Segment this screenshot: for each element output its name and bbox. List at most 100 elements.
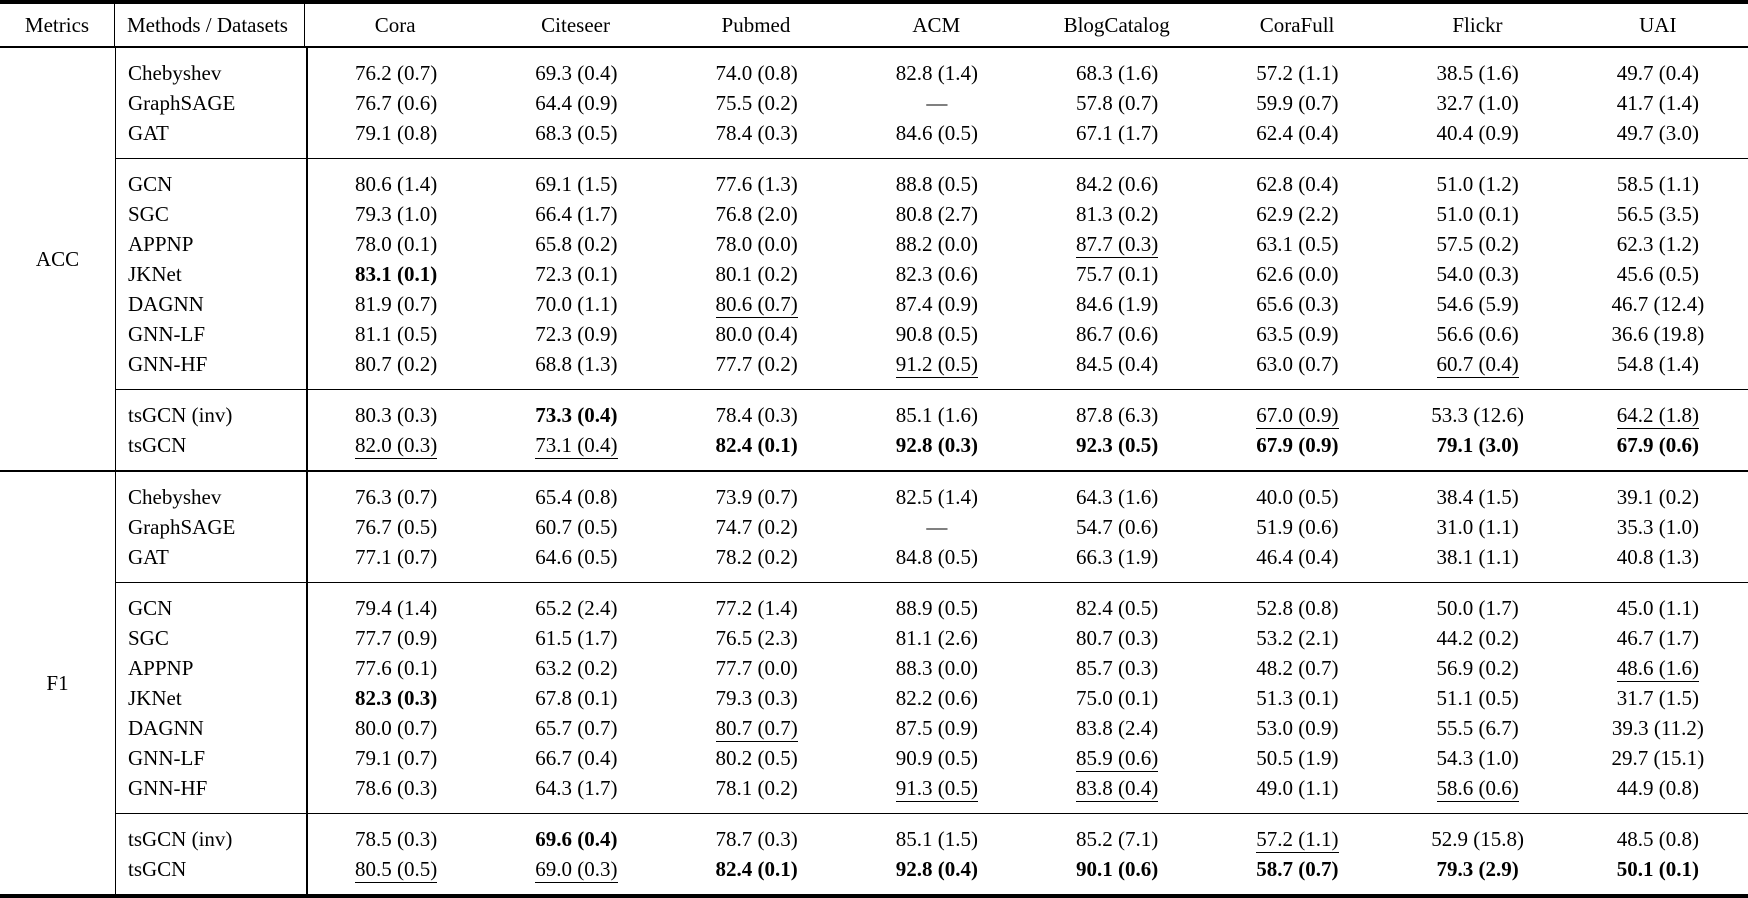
result-value: 74.7 (0.2) [715,515,798,539]
result-value: 91.3 (0.5) [895,776,978,802]
result-cell: 54.0 (0.3) [1388,259,1568,289]
result-cell: 75.7 (0.1) [1027,259,1207,289]
result-value: 67.9 (0.9) [1256,433,1339,457]
result-cell: 84.8 (0.5) [847,542,1027,572]
result-cell: 85.9 (0.6) [1027,743,1207,773]
result-cell: 82.4 (0.5) [1027,593,1207,623]
result-value: 67.9 (0.6) [1616,433,1699,457]
result-value: 44.2 (0.2) [1436,626,1519,650]
result-value: 79.1 (0.8) [355,121,438,145]
result-cell: 48.2 (0.7) [1207,653,1387,683]
method-name: GraphSAGE [128,515,236,539]
result-cell: 38.5 (1.6) [1388,58,1568,88]
method-name: tsGCN [128,433,187,457]
method-name: tsGCN [128,857,187,881]
method-name: GAT [128,545,169,569]
result-value: 65.7 (0.7) [535,716,618,740]
method-name: SGC [128,202,169,226]
result-value: 79.1 (3.0) [1436,433,1519,457]
result-value: 80.0 (0.4) [715,322,798,346]
result-cell: 90.8 (0.5) [847,319,1027,349]
result-cell: 51.0 (1.2) [1388,169,1568,199]
result-cell: 83.8 (2.4) [1027,713,1207,743]
result-value: 90.8 (0.5) [895,322,978,346]
result-value: 68.3 (0.5) [535,121,618,145]
result-cell: 51.0 (0.1) [1388,199,1568,229]
table-row: DAGNN 80.0 (0.7) 65.7 (0.7) 80.7 (0.7) 87.5 … [116,713,1748,743]
result-value: 51.1 (0.5) [1436,686,1519,710]
result-cell: 58.5 (1.1) [1568,169,1748,199]
result-value: 85.2 (7.1) [1076,827,1159,851]
result-value: 53.3 (12.6) [1431,403,1524,427]
table-row: GAT 77.1 (0.7) 64.6 (0.5) 78.2 (0.2) 84.8 (0… [116,542,1748,572]
result-cell: 86.7 (0.6) [1027,319,1207,349]
result-cell: 67.9 (0.6) [1568,430,1748,460]
result-cell: 50.0 (1.7) [1388,593,1568,623]
result-value: 50.1 (0.1) [1616,857,1699,881]
result-cell: 79.3 (2.9) [1388,854,1568,884]
result-cell: 40.4 (0.9) [1388,118,1568,148]
table-row: GNN-HF 78.6 (0.3) 64.3 (1.7) 78.1 (0.2) 91.3… [116,773,1748,803]
result-value: 72.3 (0.1) [535,262,618,286]
table-row: tsGCN (inv) 78.5 (0.3) 69.6 (0.4) 78.7 (0.3… [116,824,1748,854]
result-cell: 67.8 (0.1) [486,683,666,713]
method-group: GCN 79.4 (1.4) 65.2 (2.4) 77.2 (1.4) 88.9 (0… [116,582,1748,813]
result-value: 79.3 (2.9) [1436,857,1519,881]
result-cell: 77.2 (1.4) [667,593,847,623]
result-value: 79.3 (1.0) [355,202,438,226]
result-value: 56.6 (0.6) [1436,322,1519,346]
result-cell: 82.3 (0.6) [847,259,1027,289]
result-cell: 64.4 (0.9) [486,88,666,118]
method-name: GNN-LF [128,322,205,346]
result-value: 77.7 (0.0) [715,656,798,680]
result-cell: — [847,512,1027,542]
result-cell: 82.4 (0.1) [667,854,847,884]
result-cell: 53.2 (2.1) [1207,623,1387,653]
result-value: 65.2 (2.4) [535,596,618,620]
result-value: 73.1 (0.4) [535,433,618,459]
result-cell: 88.8 (0.5) [847,169,1027,199]
result-cell: 78.5 (0.3) [306,824,486,854]
result-value: 40.8 (1.3) [1616,545,1699,569]
result-value: 49.0 (1.1) [1256,776,1339,800]
result-value: 78.1 (0.2) [715,776,798,800]
result-value: 54.7 (0.6) [1076,515,1159,539]
result-value: 69.1 (1.5) [535,172,618,196]
result-value: 80.7 (0.7) [715,716,798,742]
result-value: 87.5 (0.9) [895,716,978,740]
result-cell: 67.1 (1.7) [1027,118,1207,148]
result-value: 54.0 (0.3) [1436,262,1519,286]
result-cell: 66.4 (1.7) [486,199,666,229]
result-cell: 63.2 (0.2) [486,653,666,683]
dataset-column-header: BlogCatalog [1063,12,1170,37]
method-name: GAT [128,121,169,145]
result-value: 67.1 (1.7) [1076,121,1159,145]
result-value: 69.3 (0.4) [535,61,618,85]
result-cell: 91.3 (0.5) [847,773,1027,803]
result-cell: 54.3 (1.0) [1388,743,1568,773]
result-value: 49.7 (3.0) [1616,121,1699,145]
result-value: 63.0 (0.7) [1256,352,1339,376]
result-cell: 64.3 (1.7) [486,773,666,803]
result-value: 36.6 (19.8) [1611,322,1705,346]
result-cell: 90.9 (0.5) [847,743,1027,773]
result-value: 92.8 (0.4) [895,857,978,881]
result-cell: 68.3 (0.5) [486,118,666,148]
result-cell: 69.6 (0.4) [486,824,666,854]
result-cell: 40.0 (0.5) [1207,482,1387,512]
result-value: 90.9 (0.5) [895,746,978,770]
result-cell: 67.9 (0.9) [1207,430,1387,460]
result-value: 80.2 (0.5) [715,746,798,770]
result-cell: 78.4 (0.3) [667,118,847,148]
result-cell: 80.7 (0.7) [667,713,847,743]
result-value: 79.1 (0.7) [355,746,438,770]
result-value: 80.7 (0.2) [355,352,438,376]
method-name: JKNet [128,686,182,710]
result-value: 48.5 (0.8) [1616,827,1699,851]
result-value: 80.7 (0.3) [1076,626,1159,650]
result-value: 76.8 (2.0) [715,202,798,226]
result-cell: 80.5 (0.5) [306,854,486,884]
dataset-column-header: Cora [374,12,416,37]
table-row: tsGCN (inv) 80.3 (0.3) 73.3 (0.4) 78.4 (0.3… [116,400,1748,430]
result-cell: 75.0 (0.1) [1027,683,1207,713]
